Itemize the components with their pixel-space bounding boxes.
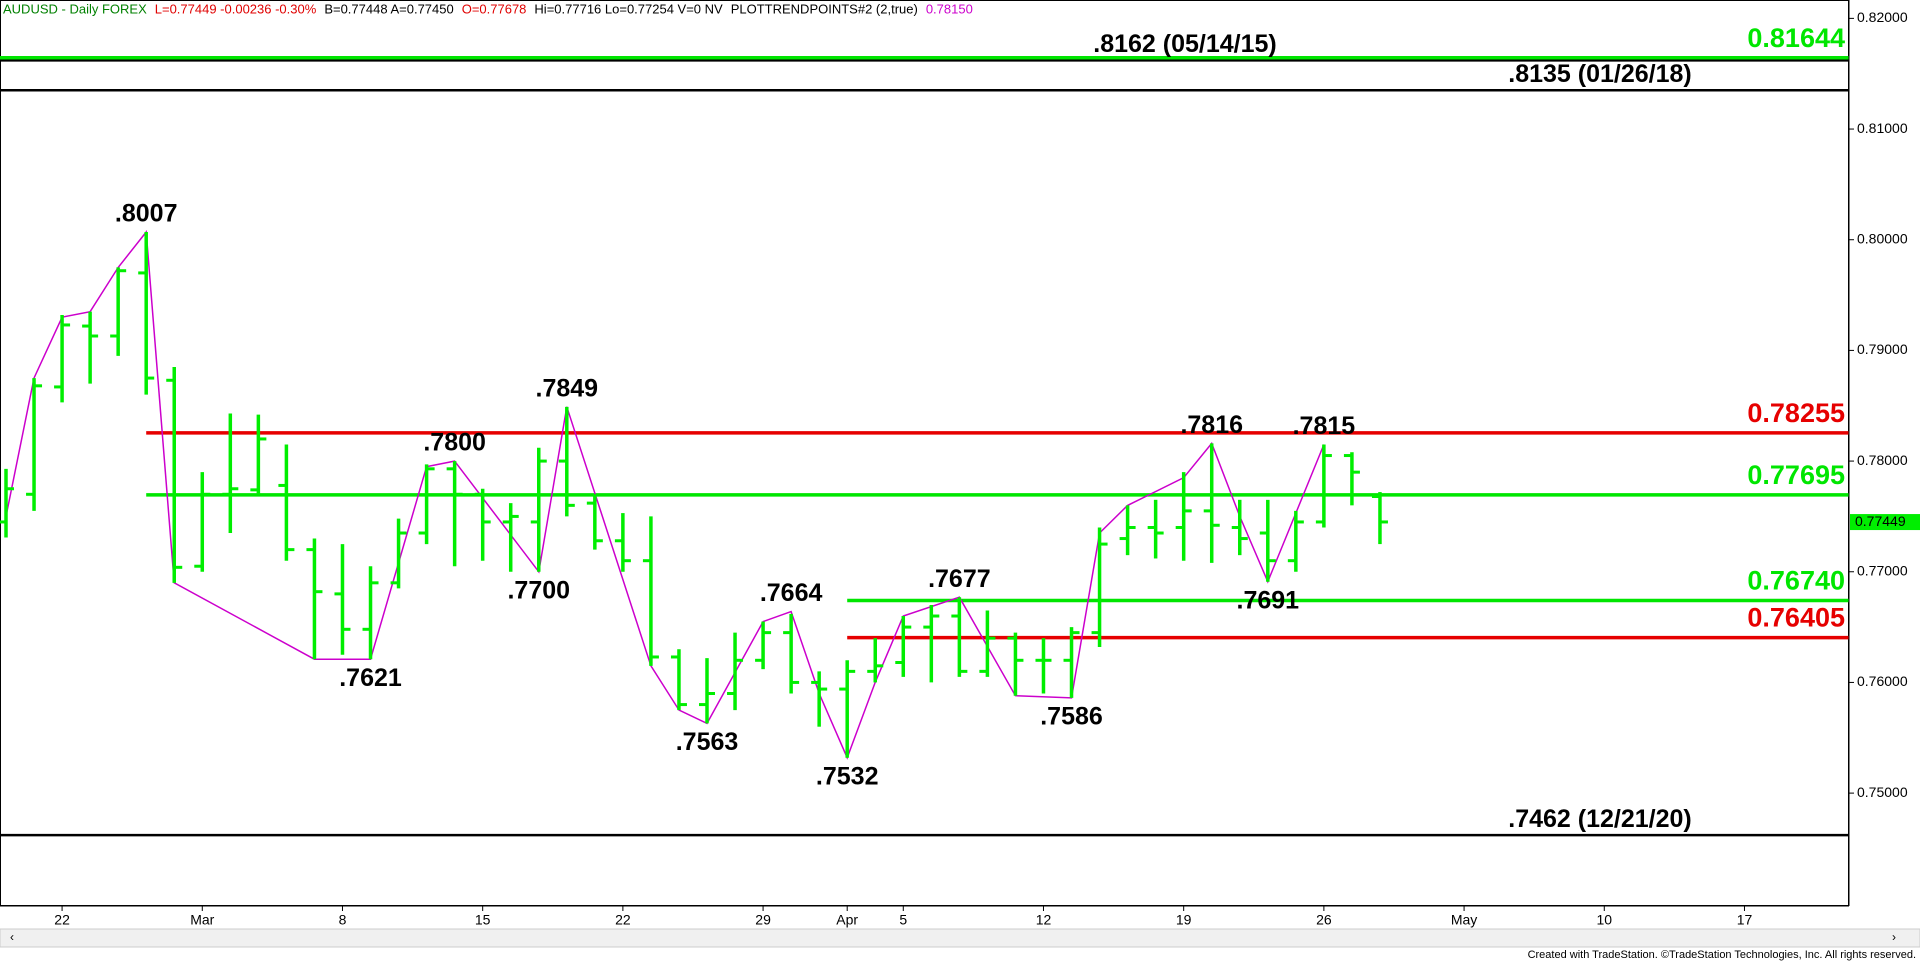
- last-price-label: 0.77449: [1855, 513, 1906, 529]
- scroll-left[interactable]: ‹: [10, 930, 14, 944]
- x-tick-label: 10: [1596, 912, 1612, 928]
- swing-label: .7664: [760, 579, 823, 607]
- last-price-tag: [1850, 514, 1920, 531]
- x-tick-label: 29: [755, 912, 771, 928]
- swing-label: .7815: [1293, 412, 1356, 440]
- x-tick-label: Mar: [190, 912, 214, 928]
- reference-label: .8135 (01/26/18): [1508, 60, 1691, 88]
- level-label: 0.78255: [1747, 398, 1845, 428]
- x-tick-label: May: [1451, 912, 1477, 928]
- y-tick-label: 0.76000: [1857, 673, 1908, 689]
- swing-label: .7849: [536, 374, 599, 402]
- reference-label: .7462 (12/21/20): [1508, 805, 1691, 833]
- header-text: L=0.77449 -0.00236 -0.30%: [155, 1, 317, 16]
- x-tick-label: 17: [1737, 912, 1753, 928]
- level-label: 0.77695: [1747, 460, 1845, 490]
- swing-label: .8007: [115, 200, 178, 228]
- x-tick-label: 15: [475, 912, 491, 928]
- axes: 0.75000 0.76000 0.77000 0.78000 0.79000 0.800…: [0, 0, 1920, 928]
- x-tick-label: 5: [899, 912, 907, 928]
- header-text: Hi=0.77716 Lo=0.77254 V=0 NV: [534, 1, 723, 16]
- swing-label: .7532: [816, 762, 879, 790]
- plot-area: [0, 56, 1849, 837]
- y-tick-label: 0.80000: [1857, 230, 1908, 246]
- x-tick-label: Apr: [836, 912, 858, 928]
- y-tick-label: 0.82000: [1857, 9, 1908, 25]
- x-tick-label: 19: [1176, 912, 1192, 928]
- y-tick-label: 0.81000: [1857, 120, 1908, 136]
- plot-frame: [0, 0, 1849, 906]
- x-tick-label: 8: [339, 912, 347, 928]
- swing-label: .7621: [339, 664, 402, 692]
- header-text: O=0.77678: [462, 1, 527, 16]
- y-tick-label: 0.78000: [1857, 452, 1908, 468]
- y-tick-label: 0.75000: [1857, 784, 1908, 800]
- y-tick-label: 0.77000: [1857, 562, 1908, 578]
- swing-label: .7691: [1237, 586, 1300, 614]
- x-tick-label: 22: [615, 912, 631, 928]
- x-tick-label: 12: [1036, 912, 1052, 928]
- level-label: 0.81644: [1747, 23, 1845, 53]
- swing-label: .7700: [507, 576, 570, 604]
- scrollbar[interactable]: [0, 928, 1920, 948]
- header-text: 0.78150: [926, 1, 973, 16]
- header-text: B=0.77448 A=0.77450: [324, 1, 453, 16]
- x-tick-label: 22: [54, 912, 70, 928]
- scroll-right[interactable]: ›: [1892, 930, 1896, 944]
- reference-label: .8162 (05/14/15): [1093, 30, 1276, 58]
- x-tick-label: 26: [1316, 912, 1332, 928]
- swing-label: .7816: [1180, 411, 1243, 439]
- y-tick-label: 0.79000: [1857, 341, 1908, 357]
- level-label: 0.76405: [1747, 603, 1845, 633]
- swing-label: .7677: [928, 565, 991, 593]
- footer: Created with TradeStation. ©TradeStation…: [1528, 949, 1916, 961]
- swing-label: .7563: [676, 728, 739, 756]
- swing-label: .7800: [423, 429, 486, 457]
- level-label: 0.76740: [1747, 566, 1845, 596]
- swing-label: .7586: [1040, 703, 1103, 731]
- header-text: PLOTTRENDPOINTS#2 (2,true): [731, 1, 918, 16]
- header-text: AUDUSD - Daily FOREX: [3, 1, 147, 16]
